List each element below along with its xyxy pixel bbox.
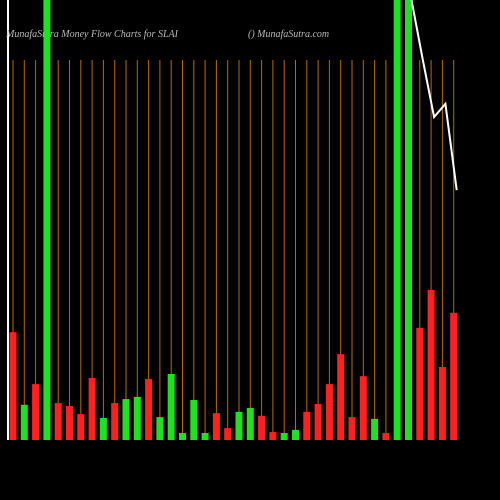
bar (359, 376, 367, 440)
bar (325, 384, 333, 440)
money-flow-line (410, 0, 458, 191)
bar (427, 289, 435, 440)
bar (99, 418, 107, 440)
bar (212, 413, 220, 440)
bar (416, 327, 424, 440)
bar (111, 403, 119, 440)
bar (348, 417, 356, 440)
bar (20, 404, 28, 440)
bar (382, 432, 390, 440)
bar (167, 374, 175, 440)
bar (9, 332, 17, 440)
bar (235, 411, 243, 440)
bar (292, 429, 299, 440)
bar (179, 432, 186, 440)
bar (32, 384, 40, 440)
bar (54, 403, 62, 440)
bar (450, 312, 458, 440)
bar (314, 403, 322, 440)
bar (88, 377, 96, 440)
chart-title: MunafaSutra Money Flow Charts for SLAI (5, 29, 179, 40)
bar (133, 396, 141, 440)
bar (258, 415, 266, 440)
bar (337, 354, 345, 440)
bar (190, 399, 198, 440)
bar (438, 366, 446, 440)
bar (66, 406, 73, 440)
bar (393, 0, 401, 440)
bar (122, 399, 130, 440)
bar (145, 378, 153, 440)
chart-subtitle: () MunafaSutra.com (248, 29, 329, 40)
bar (303, 411, 311, 440)
bar (280, 432, 288, 440)
bar (201, 432, 209, 440)
bar (224, 428, 232, 440)
bar (77, 414, 85, 440)
bar (43, 0, 51, 440)
bar (405, 0, 412, 440)
bar (371, 418, 379, 440)
bar (156, 417, 164, 440)
bar (246, 407, 254, 440)
bar (269, 432, 277, 440)
